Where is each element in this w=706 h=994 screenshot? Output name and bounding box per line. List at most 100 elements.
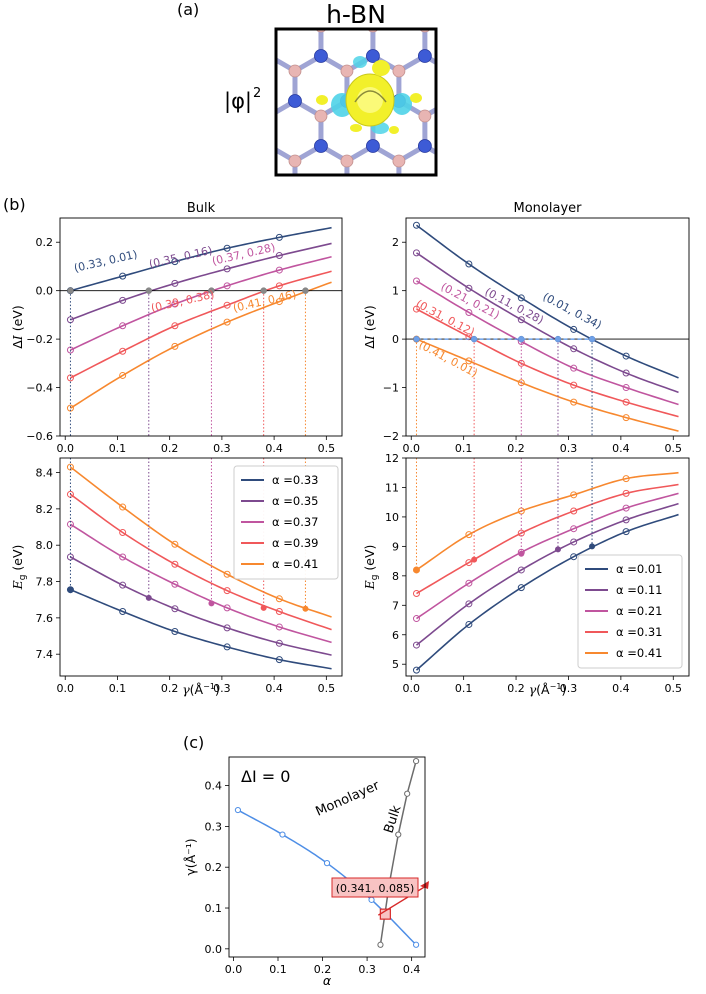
data-point [465,284,473,292]
legend-label: α =0.41 [616,646,662,660]
nitrogen-atom [417,49,432,63]
data-point [119,553,127,561]
crossing-point [518,550,525,557]
data-point [412,221,420,229]
x-axis-label: γ(Å−1) [182,682,220,697]
bond [451,11,477,26]
bond [477,101,503,116]
boron-atom [419,200,431,212]
data-point [570,553,578,561]
nitrogen-atom [237,185,250,198]
data-point [275,639,283,647]
series-line [416,252,679,394]
data-point [66,463,74,471]
x-tick-label: 0.2 [507,682,525,695]
plot-bulk-gap: 0.0 0.1 0.2 0.3 0.4 0.5 7.4 7.6 7.8 8.0 8.2 8.4 α =0… [10,457,343,697]
crossing-point [208,287,215,294]
structure-frame [274,27,438,177]
boron-atom [627,110,639,122]
data-point [275,282,283,290]
y-tick-label: 0.3 [205,820,223,833]
plot-frame [59,457,343,677]
data-point [570,381,578,389]
bond [191,146,217,161]
data-point [119,608,127,616]
boron-atom [340,64,354,78]
x-tick-label: 0.1 [109,442,127,455]
data-point [622,352,630,360]
crossing-point [145,287,153,294]
x-tick-label: 0.0 [56,442,74,455]
data-point [622,369,630,377]
bond [659,101,685,116]
data-point [171,322,179,330]
y-tick-label: 7.6 [36,612,54,625]
series-line [416,483,679,595]
nitrogen-atom [314,49,328,63]
data-point [171,605,179,613]
bond [529,56,555,71]
y-tick-label: 8 [392,570,399,583]
data-point [622,398,630,406]
bond [633,146,659,161]
nitrogen-atom [522,50,535,63]
data-point [223,265,231,273]
y-tick-label: 12 [385,452,399,465]
nitrogen-atom [600,95,613,108]
iso-yellow-low-right [389,126,399,134]
crossing-point [471,556,478,563]
data-point [171,540,179,548]
nitrogen-atom [652,185,665,198]
series-line [70,255,332,351]
boron-atom [315,200,327,212]
bond [451,146,477,161]
nitrogen-atom [417,139,432,153]
boron-atom [392,64,406,78]
legend-label: α =0.33 [272,473,318,487]
y-tick-label: 6 [392,629,399,642]
nitrogen-atom [626,50,639,63]
data-point [622,489,630,497]
boron-atom [653,155,665,167]
data-point [171,300,179,308]
series-group [406,221,689,436]
x-tick-label: 0.3 [213,682,231,695]
crossing-point [67,287,74,294]
data-point [275,595,283,603]
data-point [465,600,473,608]
phi-label: |φ| [224,89,252,114]
series-line [69,466,332,618]
x-tick-label: 0.5 [318,442,336,455]
bond [503,11,529,26]
series-line [70,270,332,379]
boron-atom [523,110,535,122]
boron-atom [367,200,379,212]
bond [659,191,685,206]
bond [373,191,399,206]
nitrogen-atom [470,140,483,153]
data-point [223,643,231,651]
series-line [415,513,679,671]
nitrogen-atom [366,139,380,153]
data-point [465,357,473,365]
y-tick-label: 8.4 [36,467,54,480]
crossing-point [413,566,420,573]
annotation-label: (0.341, 0.085) [336,882,415,895]
x-tick-label: 0.1 [455,442,473,455]
nitrogen-atom [366,49,380,63]
y-tick-label: 7.8 [36,576,54,589]
data-point [622,384,630,392]
legend-label: α =0.21 [616,604,662,618]
crossing-point [302,605,309,612]
plot-title: Bulk [187,201,216,216]
y-tick-label: 8.0 [36,539,54,552]
series-group [60,226,342,436]
y-tick-label: 0.2 [36,236,54,249]
data-point [119,296,127,304]
data-point [223,282,231,290]
y-tick-label: 5 [392,658,399,671]
nitrogen-atom [366,230,379,243]
nitrogen-atom [288,5,301,18]
bond [347,281,373,296]
